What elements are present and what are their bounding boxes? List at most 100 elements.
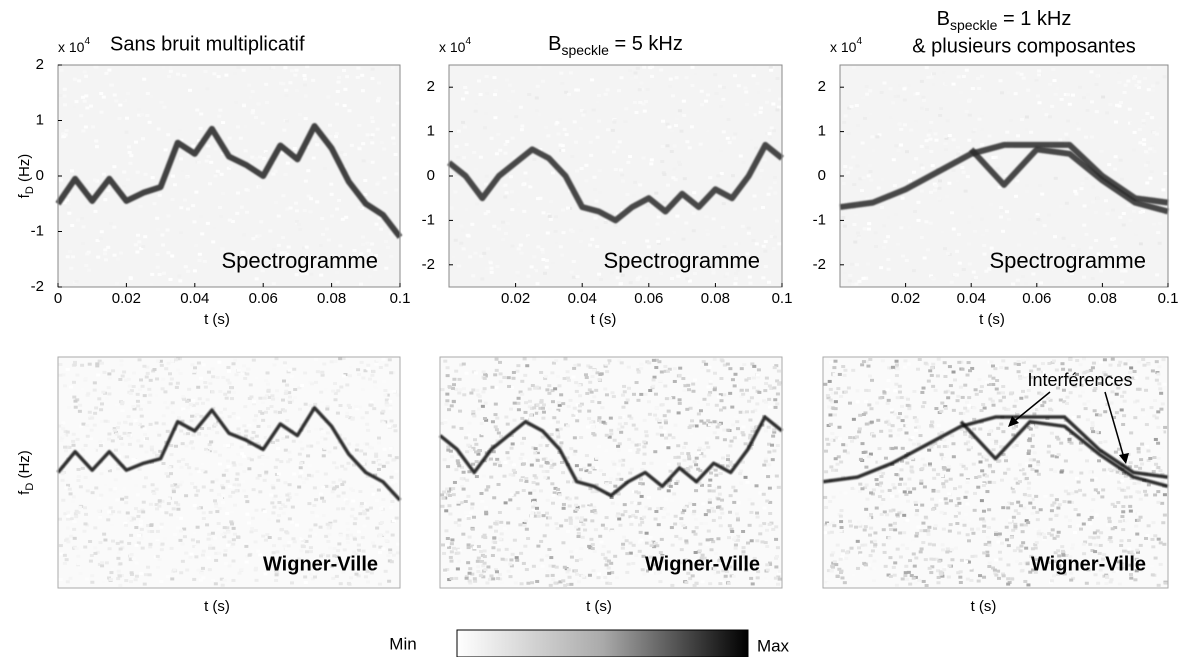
noise-speck (464, 371, 469, 375)
noise-speck (750, 362, 755, 366)
noise-speck (1028, 570, 1033, 574)
noise-speck (561, 402, 566, 406)
noise-speck (157, 273, 162, 277)
noise-speck (967, 404, 972, 408)
noise-speck (600, 578, 605, 582)
noise-speck (692, 583, 697, 587)
noise-speck (670, 499, 675, 503)
noise-speck (1064, 132, 1069, 136)
noise-speck (551, 501, 556, 505)
noise-speck (914, 513, 919, 517)
noise-speck (594, 456, 599, 460)
noise-speck (63, 384, 68, 388)
noise-speck (686, 469, 691, 473)
noise-speck (1049, 579, 1054, 583)
noise-speck (672, 167, 677, 171)
noise-speck (719, 149, 724, 153)
noise-speck (706, 93, 711, 97)
noise-speck (383, 388, 388, 392)
noise-speck (762, 506, 767, 510)
noise-speck (951, 425, 956, 429)
noise-speck (384, 539, 389, 543)
noise-speck (838, 557, 843, 561)
noise-speck (125, 511, 130, 515)
noise-speck (592, 395, 597, 399)
noise-speck (840, 465, 845, 469)
y-tick-label: 1 (818, 123, 826, 140)
multiplier-base: x 10 (439, 39, 466, 55)
noise-speck (567, 358, 572, 362)
noise-speck (444, 529, 449, 533)
noise-speck (191, 204, 196, 208)
noise-speck (1129, 260, 1134, 264)
noise-speck (247, 456, 252, 460)
noise-speck (729, 439, 734, 443)
noise-speck (99, 361, 104, 365)
noise-speck (133, 243, 138, 247)
noise-speck (690, 507, 695, 511)
noise-speck (689, 125, 694, 129)
noise-speck (248, 256, 253, 260)
noise-speck (844, 557, 849, 561)
noise-speck (381, 547, 386, 551)
noise-speck (203, 385, 208, 389)
noise-speck (304, 245, 309, 249)
noise-speck (271, 511, 276, 515)
noise-speck (120, 401, 125, 405)
noise-speck (493, 425, 498, 429)
noise-speck (982, 406, 987, 410)
noise-speck (719, 171, 724, 175)
noise-speck (982, 252, 987, 256)
noise-speck (1125, 549, 1130, 553)
noise-speck (929, 274, 934, 278)
noise-speck (644, 541, 649, 545)
noise-speck (345, 522, 350, 526)
noise-speck (747, 376, 752, 380)
noise-speck (141, 245, 146, 249)
noise-speck (58, 578, 63, 582)
noise-speck (959, 558, 964, 562)
noise-speck (990, 438, 995, 442)
noise-speck (168, 69, 173, 73)
noise-speck (511, 376, 516, 380)
noise-speck (667, 125, 672, 129)
noise-speck (282, 409, 287, 413)
noise-speck (169, 546, 174, 550)
noise-speck (1046, 561, 1051, 565)
noise-speck (124, 116, 129, 120)
noise-speck (335, 102, 340, 106)
y-tick-label: -1 (31, 222, 44, 239)
noise-speck (1071, 576, 1076, 580)
noise-speck (531, 499, 536, 503)
noise-speck (1044, 113, 1049, 117)
noise-speck (1021, 541, 1026, 545)
noise-speck (214, 478, 219, 482)
noise-speck (627, 437, 632, 441)
noise-speck (93, 551, 98, 555)
noise-speck (80, 466, 85, 470)
noise-speck (598, 372, 603, 376)
noise-speck (945, 119, 950, 123)
noise-speck (682, 177, 687, 181)
noise-speck (674, 534, 679, 538)
noise-speck (65, 198, 70, 202)
noise-speck (381, 357, 386, 361)
noise-speck (760, 540, 765, 544)
noise-speck (985, 554, 990, 558)
noise-speck (866, 174, 871, 178)
noise-speck (374, 454, 379, 458)
noise-speck (129, 154, 134, 158)
noise-speck (479, 434, 484, 438)
noise-speck (1116, 260, 1121, 264)
noise-speck (241, 68, 246, 72)
noise-speck (937, 197, 942, 201)
noise-speck (990, 364, 995, 368)
noise-speck (218, 410, 223, 414)
noise-speck (296, 223, 301, 227)
noise-speck (455, 459, 460, 463)
noise-speck (482, 387, 487, 391)
noise-speck (752, 194, 757, 198)
noise-speck (725, 458, 730, 462)
x-tick-label: 0.06 (1022, 290, 1051, 307)
noise-speck (913, 119, 918, 123)
